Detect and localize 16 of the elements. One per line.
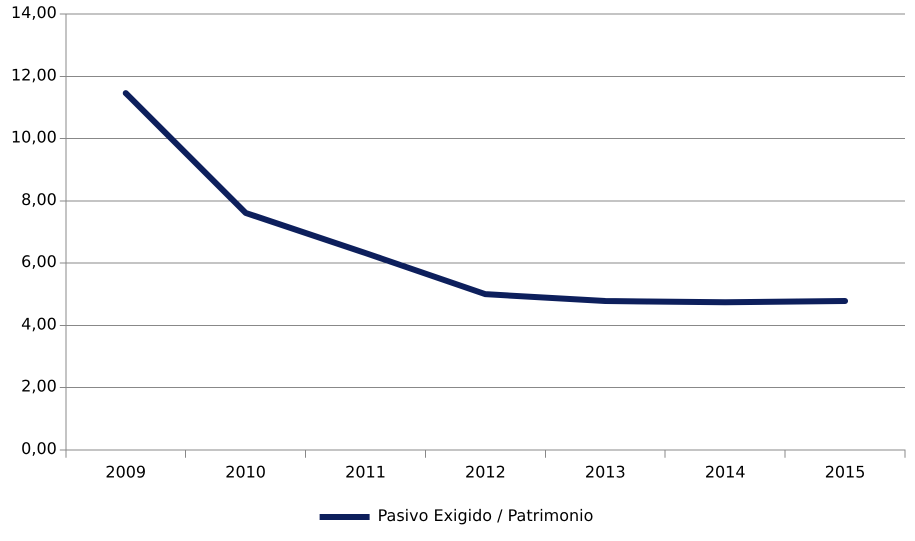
x-tick-label: 2012 — [465, 462, 506, 482]
x-tick-label: 2014 — [704, 462, 746, 482]
x-tick-label: 2015 — [824, 462, 866, 482]
x-tick-label: 2013 — [584, 462, 626, 482]
y-tick-label: 12,00 — [10, 65, 57, 84]
legend-label: Pasivo Exigido / Patrimonio — [378, 506, 594, 526]
x-tick-label: 2010 — [225, 462, 266, 482]
x-tick-label: 2009 — [105, 462, 146, 482]
y-tick-label: 10,00 — [10, 128, 57, 147]
y-tick-label: 2,00 — [21, 376, 57, 396]
x-tick-label: 2011 — [345, 462, 386, 482]
y-tick-label: 0,00 — [21, 438, 57, 458]
y-tick-label: 6,00 — [21, 252, 57, 272]
y-tick-label: 4,00 — [21, 314, 57, 334]
y-tick-label: 14,00 — [10, 3, 57, 22]
y-tick-label: 8,00 — [21, 190, 57, 209]
